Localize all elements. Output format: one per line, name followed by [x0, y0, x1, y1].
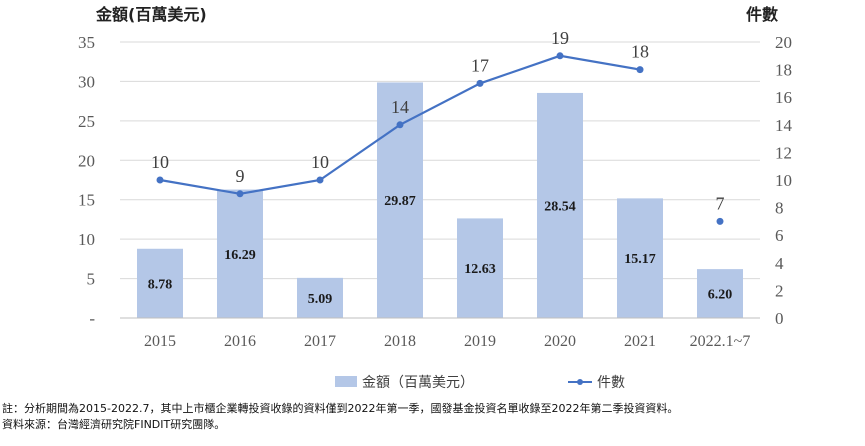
bar-value-label: 15.17: [624, 252, 656, 267]
gridlines: [120, 41, 760, 319]
y-left-tick-label: -: [89, 309, 95, 328]
line-value-label: 19: [551, 28, 569, 48]
line-point: [476, 79, 484, 87]
x-tick-label: 2020: [544, 333, 576, 350]
line-value-label: 10: [311, 152, 329, 172]
bar-series: [137, 82, 743, 319]
y-left-tick-label: 15: [78, 191, 95, 210]
y-axis-left-title: 金額(百萬美元): [95, 5, 207, 24]
y-left-tick-label: 35: [78, 33, 95, 52]
line-value-label: 9: [236, 166, 245, 186]
y-right-tick-label: 8: [775, 199, 784, 218]
line-value-label: 17: [471, 55, 489, 75]
y-left-tick-label: 25: [78, 112, 95, 131]
line-value-label: 18: [631, 42, 649, 62]
x-tick-label: 2021: [624, 333, 656, 350]
bar: [217, 189, 263, 318]
y-right-tick-label: 6: [775, 226, 784, 245]
line-value-label: 7: [716, 193, 725, 213]
y-right-tick-label: 2: [775, 281, 784, 300]
bar-value-label: 6.20: [708, 288, 733, 303]
x-tick-label: 2019: [464, 333, 496, 350]
line-value-label: 10: [151, 152, 169, 172]
line-point: [236, 190, 244, 198]
axes: - 5 10 15 20 25 30 35 0 2 4 6 8 10 12 14 16 18 20 2015 2016 2…: [78, 33, 793, 350]
bar: [457, 218, 503, 318]
legend-swatch-bar: [335, 376, 357, 387]
bar-value-label: 28.54: [544, 199, 576, 214]
line-point: [716, 217, 724, 225]
y-right-tick-label: 18: [775, 61, 792, 80]
bar: [617, 198, 663, 318]
y-right-tick-label: 12: [775, 143, 792, 162]
y-right-tick-label: 0: [775, 309, 784, 328]
y-right-tick-label: 10: [775, 171, 792, 190]
line-point: [156, 176, 164, 184]
legend-label-line: 件數: [597, 375, 625, 391]
x-tick-label: 2022.1~7: [690, 333, 751, 350]
line-series: [156, 52, 724, 225]
y-left-tick-label: 30: [78, 72, 95, 91]
bar-value-label: 29.87: [384, 194, 416, 209]
line-point: [556, 52, 564, 60]
line-value-label: 14: [391, 97, 409, 117]
y-left-tick-label: 10: [78, 230, 95, 249]
line-point: [316, 176, 324, 184]
bar-value-label: 12.63: [464, 262, 496, 277]
legend-swatch-marker: [577, 379, 583, 385]
x-tick-label: 2016: [224, 333, 256, 350]
y-right-tick-label: 4: [775, 254, 784, 273]
bar: [297, 277, 343, 318]
legend-label-bar: 金額（百萬美元）: [362, 375, 474, 391]
y-right-tick-label: 14: [775, 116, 793, 135]
bar: [537, 92, 583, 318]
y-left-tick-label: 5: [87, 270, 96, 289]
y-right-tick-label: 16: [775, 88, 792, 107]
x-tick-label: 2015: [144, 333, 176, 350]
source-note: 資料來源：台灣經濟研究院FINDIT研究團隊。: [2, 417, 225, 431]
line-point: [636, 66, 644, 74]
y-right-tick-label: 20: [775, 33, 792, 52]
bar: [137, 248, 183, 318]
data-labels: 8.78 16.29 5.09 29.87 12.63 28.54 15.17 6.20 10 9…: [148, 28, 733, 307]
bar-value-label: 5.09: [308, 292, 333, 307]
y-axis-right-title: 件數: [746, 5, 778, 24]
x-tick-label: 2018: [384, 333, 416, 350]
y-left-tick-label: 20: [78, 151, 95, 170]
bar-value-label: 8.78: [148, 277, 173, 292]
footnote: 註：分析期間為2015-2022.7，其中上市櫃企業轉投資收錄的資料僅到2022…: [2, 401, 678, 415]
bar: [697, 269, 743, 318]
bar-value-label: 16.29: [224, 248, 256, 263]
legend: 金額（百萬美元） 件數: [335, 375, 625, 391]
line-point: [396, 121, 404, 129]
x-tick-label: 2017: [304, 333, 336, 350]
